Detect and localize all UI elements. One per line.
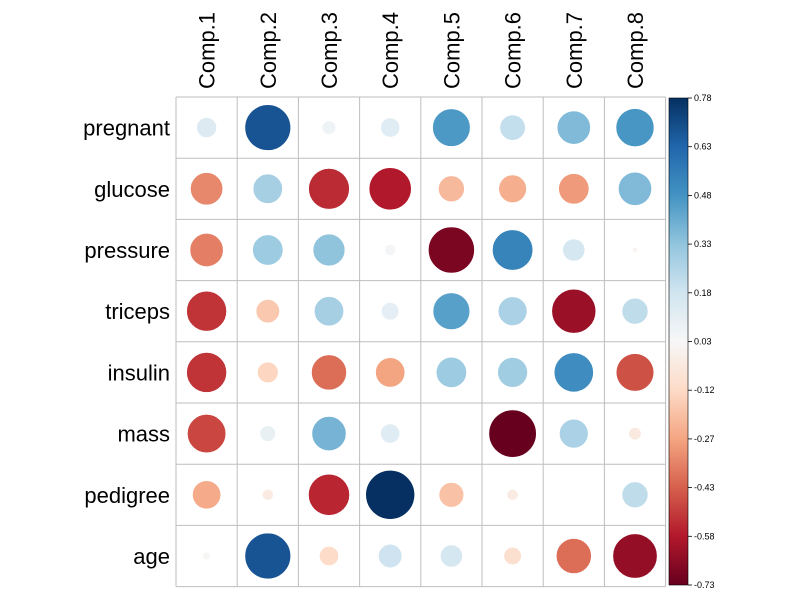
- corr-circle-triceps-Comp-1: [186, 290, 227, 332]
- corr-circle-mass-Comp-3: [311, 416, 347, 452]
- corr-circle-mass-Comp-7: [559, 418, 589, 449]
- colorbar-tick-label: 0.78: [694, 93, 712, 103]
- corr-circle-glucose-Comp-1: [190, 172, 224, 206]
- column-label-Comp-1: Comp.1: [195, 12, 220, 89]
- column-label-Comp-8: Comp.8: [623, 12, 648, 89]
- row-label-mass: mass: [117, 422, 170, 447]
- colorbar-tick-label: 0.33: [694, 239, 712, 249]
- row-labels: pregnant glucose pressure triceps insulin mas…: [83, 116, 170, 569]
- column-label-Comp-4: Comp.4: [378, 12, 403, 89]
- corr-circle-mass-Comp-4: [380, 423, 401, 444]
- corr-circle-pedigree-Comp-5: [438, 482, 465, 508]
- corr-circle-pregnant-Comp-6: [499, 114, 526, 141]
- corr-circle-mass-Comp-8: [628, 427, 642, 441]
- corr-circle-pregnant-Comp-8: [615, 108, 655, 147]
- corr-circle-pedigree-Comp-4: [365, 469, 416, 520]
- colorbar-tick-label: -0.73: [694, 580, 715, 590]
- column-label-Comp-6: Comp.6: [501, 12, 526, 89]
- corr-circle-pressure-Comp-6: [492, 229, 534, 271]
- corr-circle-glucose-Comp-3: [308, 168, 350, 210]
- corr-circle-triceps-Comp-3: [314, 296, 344, 327]
- corr-circle-insulin-Comp-7: [553, 352, 594, 393]
- corr-circle-insulin-Comp-1: [186, 352, 227, 393]
- column-labels: Comp.1 Comp.2 Comp.3 Comp.4 Comp.5 Comp.6 Comp…: [195, 12, 648, 89]
- corr-circle-mass-Comp-1: [187, 414, 227, 454]
- corr-circle-triceps-Comp-5: [432, 292, 471, 330]
- corr-circle-age-Comp-5: [439, 544, 463, 568]
- corr-circle-glucose-Comp-4: [368, 167, 412, 211]
- corr-circle-triceps-Comp-8: [621, 297, 649, 325]
- colorbar-tick-label: 0.03: [694, 337, 712, 347]
- row-label-insulin: insulin: [108, 360, 170, 385]
- corr-circle-pedigree-Comp-8: [621, 481, 649, 509]
- row-label-pressure: pressure: [84, 238, 170, 263]
- corr-circle-pregnant-Comp-1: [196, 117, 217, 138]
- corr-circle-insulin-Comp-4: [375, 357, 406, 388]
- corr-circle-glucose-Comp-2: [252, 173, 283, 204]
- corr-circle-pressure-Comp-7: [562, 238, 586, 262]
- circle-layer: [186, 104, 658, 580]
- colorbar: 0.78 0.63 0.48 0.33 0.18 0.03 -0.12 -0.27 -0.43 -…: [668, 93, 715, 590]
- colorbar-tick-label: 0.48: [694, 190, 712, 200]
- corr-circle-insulin-Comp-5: [435, 356, 467, 388]
- colorbar-tick-label: 0.63: [694, 142, 712, 152]
- corr-circle-mass-Comp-6: [488, 409, 537, 458]
- row-label-pregnant: pregnant: [83, 116, 170, 141]
- column-label-Comp-5: Comp.5: [439, 12, 464, 89]
- column-label-Comp-7: Comp.7: [562, 12, 587, 89]
- corr-circle-age-Comp-1: [202, 551, 211, 561]
- corr-circle-pedigree-Comp-3: [308, 473, 350, 516]
- corr-circle-age-Comp-7: [555, 538, 592, 574]
- column-label-Comp-3: Comp.3: [317, 12, 342, 89]
- row-label-pedigree: pedigree: [84, 483, 170, 508]
- corr-circle-age-Comp-3: [319, 546, 339, 566]
- corr-circle-triceps-Comp-2: [255, 299, 280, 324]
- corr-circle-insulin-Comp-6: [497, 357, 528, 388]
- corr-circle-pedigree-Comp-1: [192, 480, 222, 510]
- corr-circle-pressure-Comp-1: [189, 233, 224, 267]
- column-label-Comp-2: Comp.2: [256, 12, 281, 89]
- corr-circle-pedigree-Comp-2: [261, 488, 274, 501]
- colorbar-gradient: [668, 97, 689, 586]
- corr-circle-glucose-Comp-6: [498, 174, 527, 203]
- row-label-age: age: [133, 544, 170, 569]
- row-label-triceps: triceps: [105, 299, 170, 324]
- corr-circle-age-Comp-6: [503, 546, 522, 566]
- corr-circle-pregnant-Comp-7: [556, 110, 591, 145]
- corr-circle-pressure-Comp-3: [312, 233, 346, 267]
- row-label-glucose: glucose: [94, 177, 170, 202]
- colorbar-tick-label: -0.43: [694, 483, 715, 493]
- corr-circle-age-Comp-8: [612, 533, 658, 579]
- corr-circle-glucose-Comp-7: [558, 173, 590, 205]
- corr-circle-pregnant-Comp-4: [380, 117, 401, 138]
- corr-circle-age-Comp-4: [378, 543, 403, 569]
- corr-circle-age-Comp-2: [244, 532, 291, 580]
- corr-circle-pedigree-Comp-6: [506, 488, 519, 501]
- colorbar-tick-label: -0.27: [694, 434, 715, 444]
- corr-circle-pregnant-Comp-2: [244, 104, 291, 151]
- corr-circle-insulin-Comp-3: [311, 354, 347, 391]
- corr-circle-pregnant-Comp-3: [321, 120, 337, 135]
- corr-circle-insulin-Comp-8: [615, 353, 655, 392]
- corr-circle-triceps-Comp-6: [497, 296, 528, 326]
- colorbar-tick-label: -0.58: [694, 531, 715, 541]
- grid-layer: [175, 96, 667, 588]
- colorbar-tick-label: -0.12: [694, 385, 715, 395]
- corr-circle-triceps-Comp-4: [381, 302, 400, 321]
- corr-circle-triceps-Comp-7: [551, 288, 597, 334]
- corr-circle-pregnant-Comp-5: [432, 108, 471, 147]
- corr-circle-pressure-Comp-2: [252, 234, 284, 266]
- corr-circle-glucose-Comp-5: [438, 175, 465, 203]
- colorbar-tick-label: 0.18: [694, 288, 712, 298]
- corr-circle-pressure-Comp-8: [631, 246, 639, 254]
- corr-circle-mass-Comp-2: [259, 425, 276, 442]
- corr-circle-pressure-Comp-4: [384, 244, 397, 256]
- corr-circle-pressure-Comp-5: [428, 226, 475, 274]
- corr-circle-glucose-Comp-8: [618, 171, 652, 206]
- corr-circle-insulin-Comp-2: [257, 361, 279, 384]
